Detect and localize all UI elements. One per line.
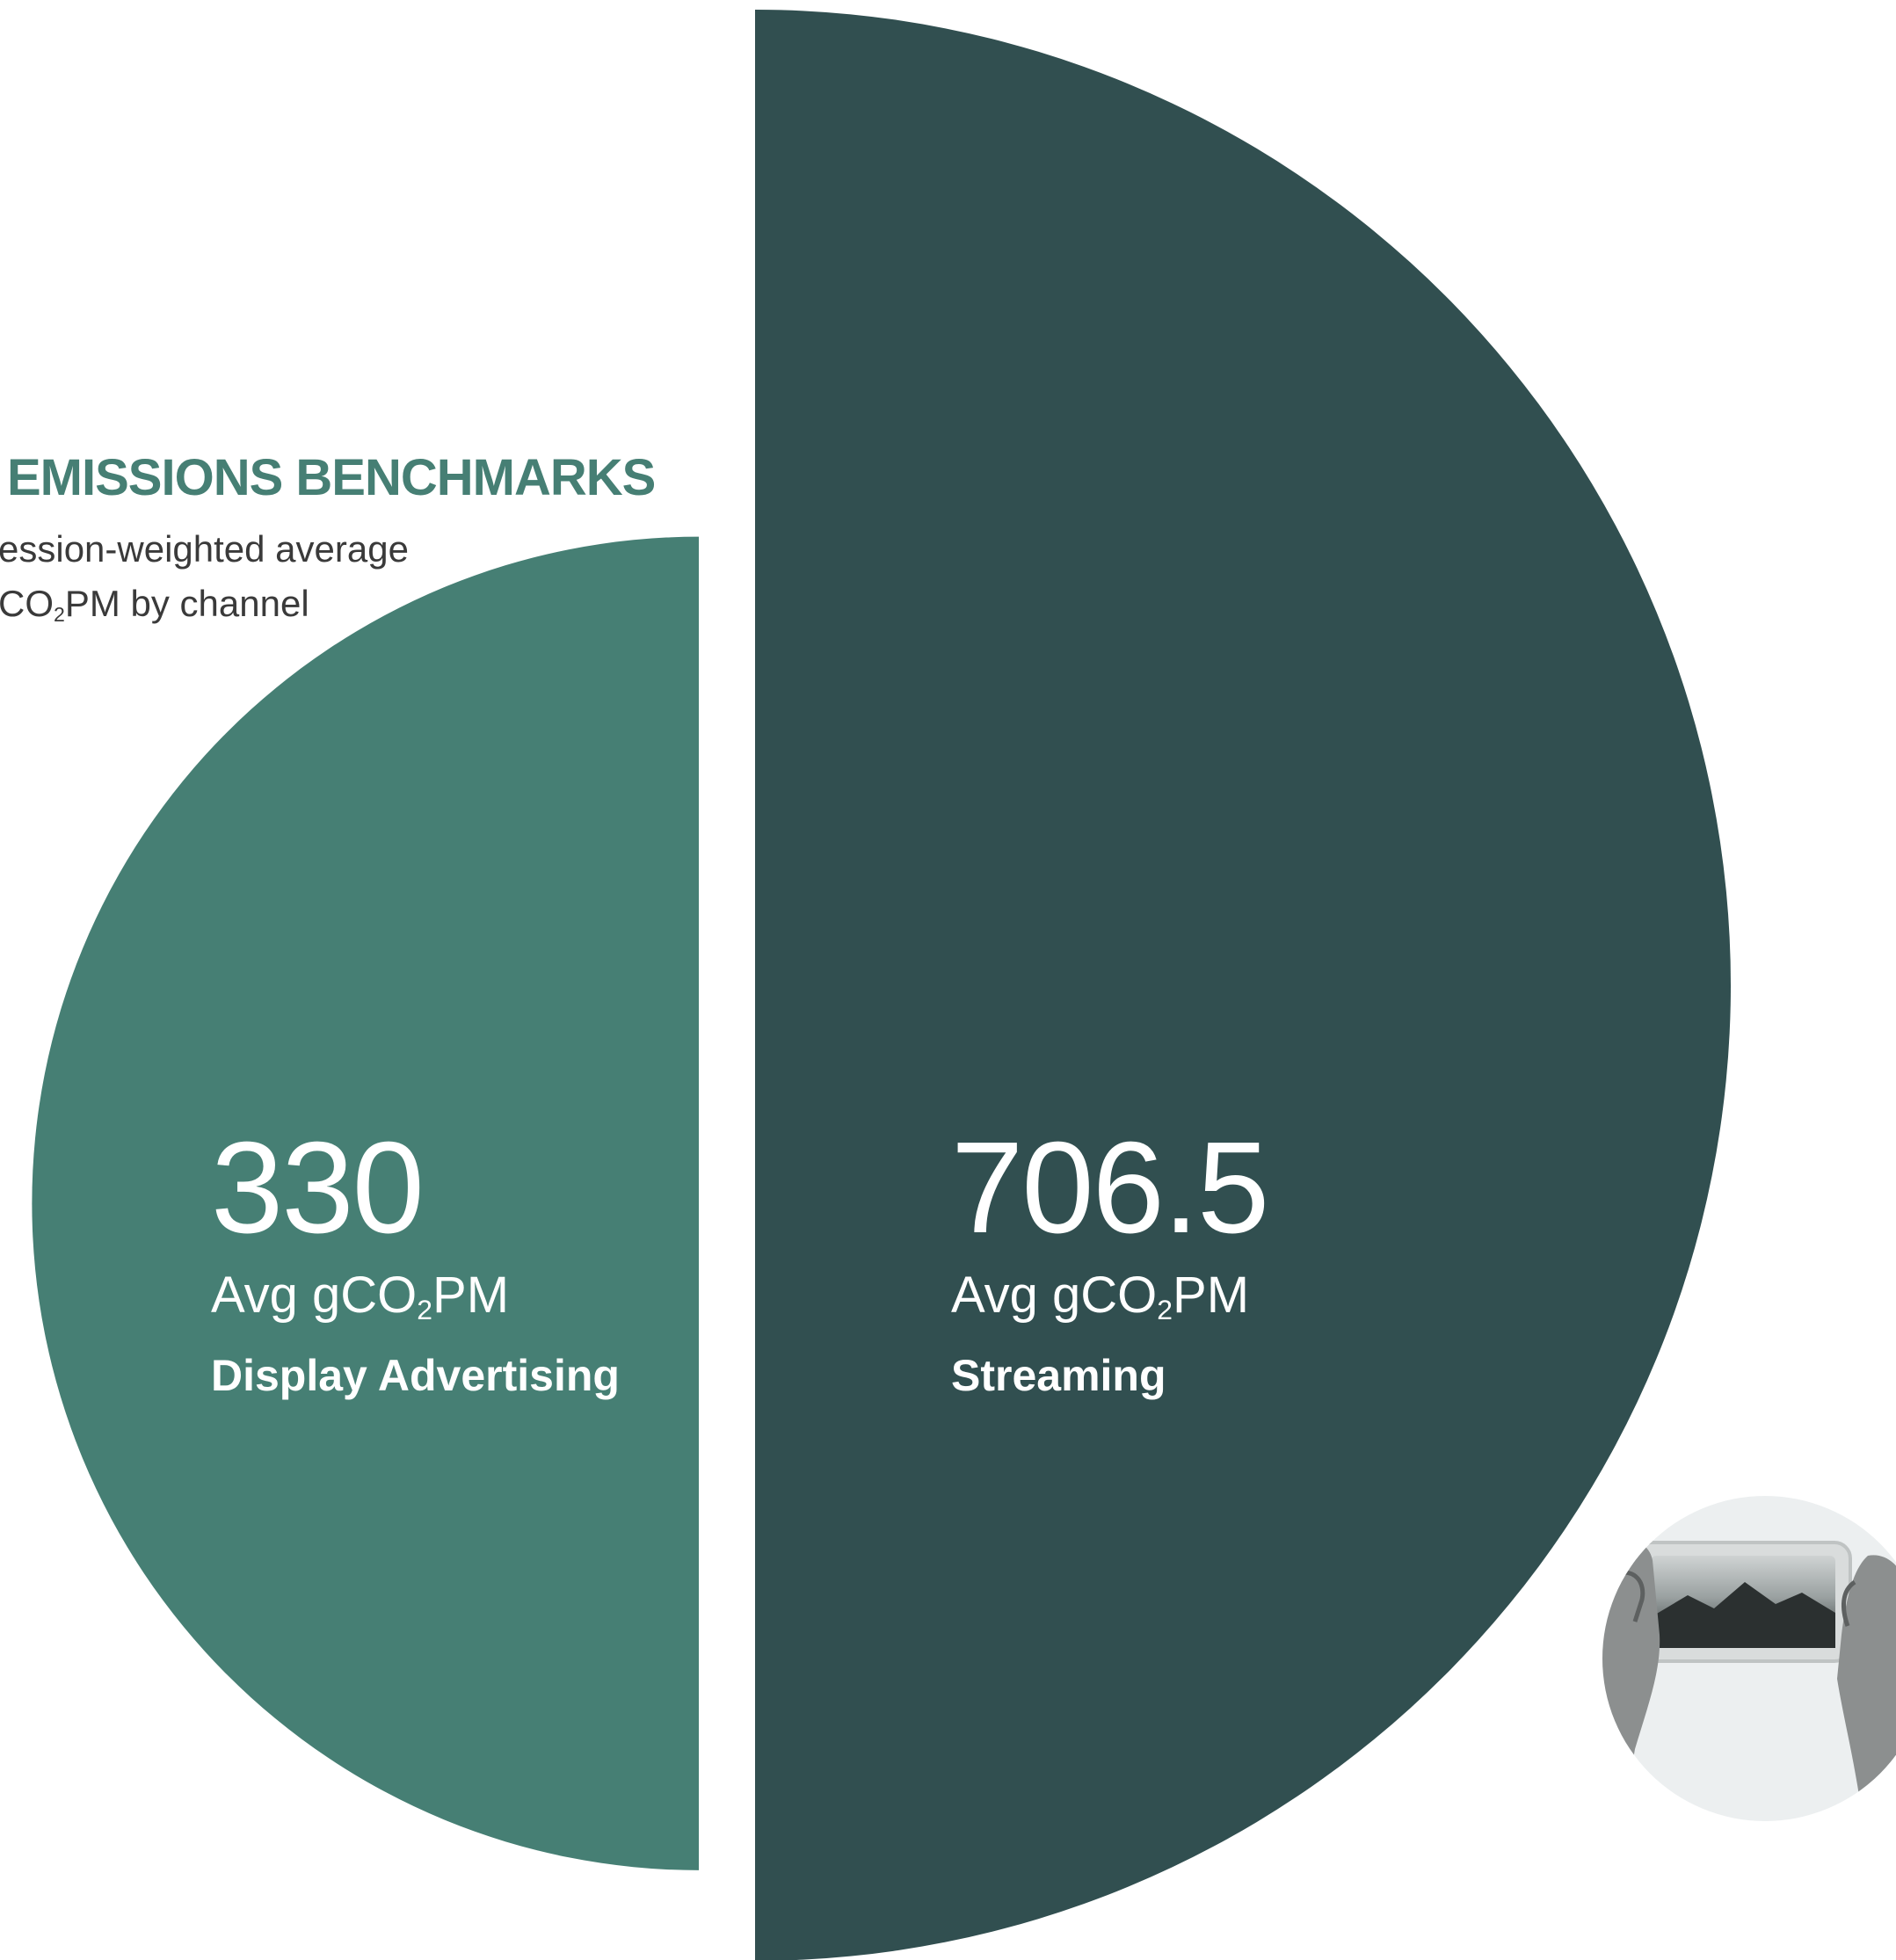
unit-pre: Avg gCO <box>211 1267 418 1324</box>
right-hand <box>1837 1555 1896 1821</box>
hands-holding-phone-photo <box>1602 1496 1896 1821</box>
streaming-half-circle <box>755 10 1731 1960</box>
subtitle-line-2: CO2PM by channel <box>0 577 409 642</box>
chart-subtitle: ession-weighted average CO2PM by channel <box>0 522 409 642</box>
right-hand-detail <box>1842 1579 1856 1627</box>
unit-post: PM <box>432 1267 510 1324</box>
unit-pre: Avg gCO <box>951 1267 1158 1324</box>
unit-post: PM <box>1173 1267 1250 1324</box>
subtitle-line-2-post: PM by channel <box>64 583 309 624</box>
display-advertising-half-circle <box>32 536 700 1870</box>
display-advertising-unit: Avg gCO2PM <box>211 1270 509 1325</box>
display-advertising-value: 330 <box>211 1115 425 1260</box>
unit-sub: 2 <box>1157 1293 1173 1325</box>
left-hand <box>1602 1539 1660 1821</box>
unit-sub: 2 <box>417 1293 433 1325</box>
streaming-unit: Avg gCO2PM <box>951 1270 1249 1325</box>
subtitle-line-2-sub: 2 <box>54 602 65 626</box>
subtitle-line-2-pre: CO <box>0 583 54 624</box>
streaming-label: Streaming <box>951 1351 1166 1400</box>
subtitle-line-1: ession-weighted average <box>0 528 409 570</box>
streaming-value: 706.5 <box>951 1115 1269 1260</box>
display-advertising-label: Display Advertising <box>211 1351 620 1400</box>
chart-title: EMISSIONS BENCHMARKS <box>7 449 656 506</box>
phone-screen-mountains <box>1651 1582 1835 1648</box>
